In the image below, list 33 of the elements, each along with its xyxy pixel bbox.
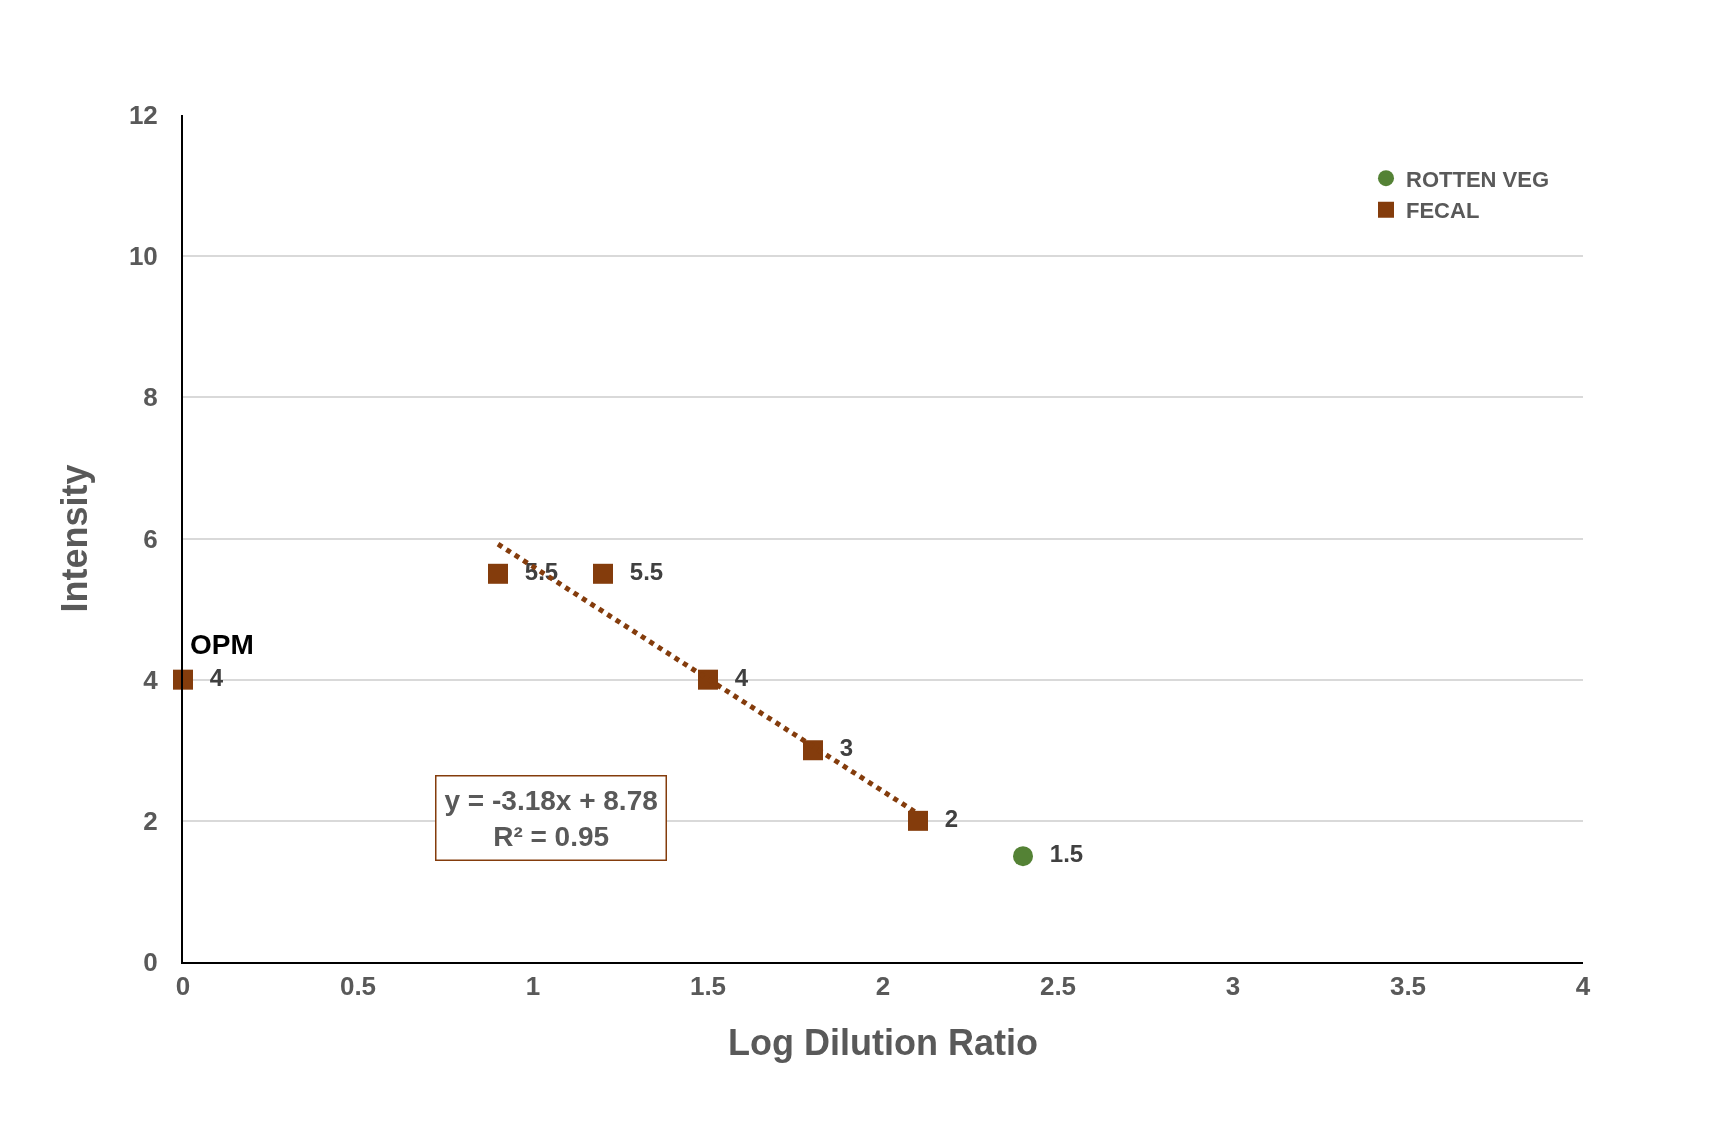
x-tick-label: 0.5 bbox=[339, 971, 377, 1002]
legend-label: FECAL bbox=[1406, 198, 1480, 224]
point bbox=[173, 669, 193, 690]
y-tick-label: 10 bbox=[128, 241, 158, 272]
y-tick-label: 6 bbox=[143, 523, 158, 554]
data-label: 3 bbox=[826, 734, 854, 762]
x-tick-label: 0 bbox=[175, 971, 191, 1002]
legend-label: ROTTEN VEG bbox=[1406, 166, 1550, 192]
y-axis-title: Intensity bbox=[54, 464, 96, 613]
x-tick-label: 4 bbox=[1575, 971, 1591, 1002]
x-tick-label: 1.5 bbox=[689, 971, 727, 1002]
data-label: 4 bbox=[196, 663, 224, 691]
x-tick-label: 3 bbox=[1225, 971, 1241, 1002]
data-label: 4 bbox=[721, 663, 749, 691]
point bbox=[908, 810, 928, 831]
data-label: 5.5 bbox=[616, 557, 664, 585]
x-tick-label: 2.5 bbox=[1039, 971, 1077, 1002]
y-tick-label: 12 bbox=[128, 100, 158, 131]
annotation: OPM bbox=[190, 629, 254, 660]
data-label: 1.5 bbox=[1036, 840, 1084, 868]
point bbox=[1013, 846, 1033, 867]
x-tick-label: 1 bbox=[525, 971, 541, 1002]
x-tick-label: 3.5 bbox=[1389, 971, 1427, 1002]
annotation: y = -3.18x + 8.78 R² = 0.95 bbox=[444, 784, 658, 852]
point bbox=[488, 563, 508, 584]
y-tick-label: 2 bbox=[143, 805, 158, 836]
y-tick-label: 4 bbox=[143, 664, 159, 695]
x-tick-label: 2 bbox=[875, 971, 891, 1002]
y-tick-label: 0 bbox=[143, 947, 158, 978]
y-tick-label: 8 bbox=[143, 382, 158, 413]
data-label: 2 bbox=[931, 804, 959, 832]
point bbox=[593, 563, 613, 584]
x-axis-title: Log Dilution Ratio bbox=[728, 1022, 1038, 1064]
